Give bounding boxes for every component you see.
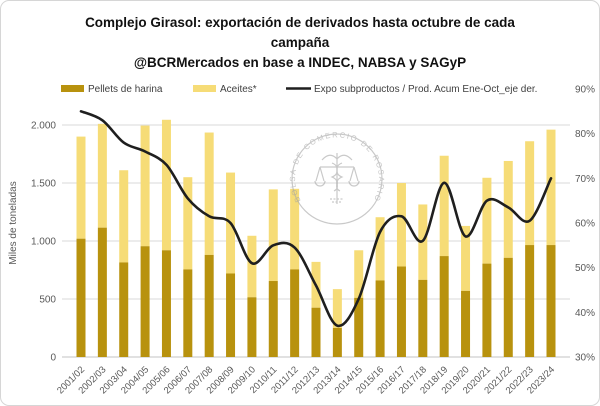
- bar-segment-aceites: [268, 189, 278, 282]
- bar-2007/08: [204, 132, 214, 357]
- bar-segment-aceites: [247, 235, 257, 298]
- bar-segment-aceites: [439, 155, 449, 257]
- bar-segment-pellets: [311, 307, 321, 357]
- bar-2012/13: [311, 261, 321, 357]
- bar-segment-pellets: [76, 238, 86, 357]
- plot-area: 0 500 1.000 1.500 2.000 30% 40% 50% 60% 70% 80% 90%…: [31, 85, 595, 397]
- left-axis-tick: 1.500: [31, 179, 56, 190]
- bar-segment-pellets: [461, 290, 471, 357]
- bar-segment-pellets: [503, 257, 513, 357]
- bar-2009/10: [247, 235, 257, 357]
- bar-segment-pellets: [268, 281, 278, 357]
- right-axis-tick: 70%: [575, 174, 595, 185]
- bar-2022/23: [525, 141, 535, 357]
- watermark-outer-circle: [291, 133, 383, 225]
- left-axis-tick: 0: [50, 353, 56, 364]
- bar-segment-aceites: [354, 250, 364, 298]
- bar-2008/09: [226, 172, 236, 357]
- bar-segment-pellets: [183, 269, 193, 357]
- bar-2003/04: [119, 170, 129, 357]
- bar-segment-aceites: [482, 177, 492, 264]
- bar-2019/20: [461, 225, 471, 357]
- chart-title: Complejo Girasol: exportación de derivad…: [85, 15, 515, 70]
- bar-2001/02: [76, 136, 86, 357]
- expo-line-layer: [79, 110, 553, 328]
- bar-2004/05: [140, 125, 150, 357]
- right-axis-tick: 80%: [575, 129, 595, 140]
- bar-segment-pellets: [396, 266, 406, 357]
- bar-segment-pellets: [161, 250, 171, 357]
- bar-segment-aceites: [119, 170, 129, 263]
- bar-segment-pellets: [332, 328, 342, 357]
- legend-label-expo: Expo subproductos / Prod. Acum Ene-Oct_e…: [314, 84, 537, 95]
- bar-2016/17: [396, 183, 406, 357]
- bar-segment-pellets: [247, 297, 257, 357]
- title-line-1: Complejo Girasol: exportación de derivad…: [85, 15, 515, 30]
- legend-swatch-aceites: [193, 85, 216, 92]
- bar-2015/16: [375, 217, 385, 357]
- bar-segment-pellets: [354, 297, 364, 357]
- legend-label-pellets: Pellets de harina: [88, 84, 163, 95]
- bar-segment-pellets: [375, 280, 385, 357]
- bar-segment-pellets: [546, 245, 556, 357]
- bar-segment-pellets: [226, 273, 236, 357]
- bar-segment-aceites: [503, 160, 513, 258]
- bar-2023/24: [546, 129, 556, 357]
- bar-segment-pellets: [290, 269, 300, 357]
- bar-segment-pellets: [482, 263, 492, 357]
- bar-segment-aceites: [290, 188, 300, 270]
- y-axis-title: Miles de toneladas: [8, 181, 19, 264]
- bar-segment-aceites: [140, 125, 150, 247]
- legend-swatch-pellets: [61, 85, 84, 92]
- bar-segment-aceites: [204, 132, 214, 255]
- bar-segment-aceites: [396, 183, 406, 267]
- bar-segment-aceites: [461, 225, 471, 291]
- bar-2011/12: [290, 188, 300, 357]
- legend-label-aceites: Aceites*: [220, 84, 257, 95]
- left-axis-tick: 500: [39, 295, 56, 306]
- bar-segment-aceites: [525, 141, 535, 246]
- bar-2014/15: [354, 250, 364, 357]
- bar-2020/21: [482, 177, 492, 357]
- left-axis-tick: 1.000: [31, 237, 56, 248]
- bar-segment-pellets: [525, 245, 535, 357]
- bar-segment-aceites: [161, 119, 171, 251]
- bar-segment-pellets: [204, 254, 214, 357]
- bar-segment-aceites: [375, 217, 385, 281]
- right-axis-tick: 30%: [575, 353, 595, 364]
- right-axis-tick: 90%: [575, 85, 595, 96]
- bar-2013/14: [332, 289, 342, 357]
- right-axis-tick: 60%: [575, 219, 595, 230]
- bar-2010/11: [268, 189, 278, 357]
- bar-segment-pellets: [119, 262, 129, 357]
- bar-segment-aceites: [546, 129, 556, 246]
- bar-2021/22: [503, 160, 513, 357]
- bar-2006/07: [183, 177, 193, 357]
- caduceus-scales-icon: [314, 153, 360, 204]
- bar-segment-aceites: [332, 289, 342, 328]
- bar-segment-aceites: [183, 177, 193, 270]
- bar-segment-pellets: [418, 279, 428, 357]
- bar-segment-aceites: [97, 123, 107, 228]
- bar-segment-pellets: [140, 246, 150, 357]
- right-axis-tick: 50%: [575, 263, 595, 274]
- legend: Pellets de harina Aceites* Expo subprodu…: [61, 84, 537, 95]
- bar-segment-aceites: [76, 136, 86, 239]
- bar-segment-pellets: [97, 227, 107, 357]
- title-line-2: campaña: [271, 35, 330, 50]
- bar-segment-pellets: [439, 256, 449, 357]
- left-axis-tick: 2.000: [31, 121, 56, 132]
- bar-2017/18: [418, 204, 428, 357]
- right-axis-tick: 40%: [575, 308, 595, 319]
- bar-2005/06: [161, 119, 171, 357]
- bar-2018/19: [439, 155, 449, 357]
- bar-2002/03: [97, 123, 107, 357]
- title-line-3: @BCRMercados en base a INDEC, NABSA y SA…: [134, 55, 466, 70]
- watermark-seal: BOLSA DE COMERCIO DE ROSARIO: [288, 130, 384, 225]
- expo-ratio-line: [79, 110, 553, 328]
